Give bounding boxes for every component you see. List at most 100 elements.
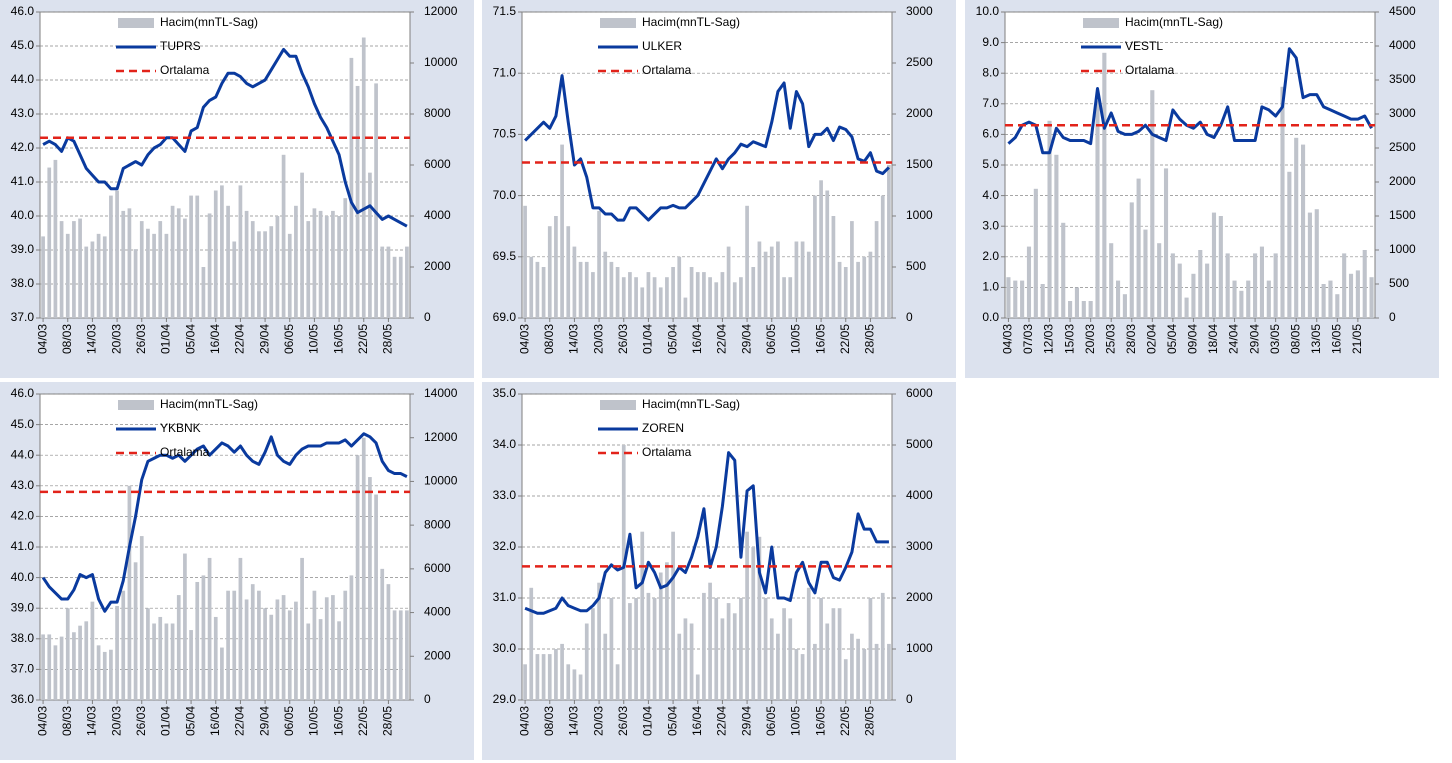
volume-bar bbox=[343, 590, 348, 700]
volume-bar bbox=[1328, 280, 1333, 318]
volume-bar bbox=[1369, 277, 1374, 318]
volume-bar bbox=[133, 249, 138, 318]
x-tick-label: 09/04 bbox=[1186, 324, 1200, 354]
volume-bar bbox=[294, 601, 298, 700]
volume-bar bbox=[757, 241, 762, 318]
volume-bar bbox=[671, 531, 675, 700]
volume-bar bbox=[1335, 294, 1340, 318]
y-tick-label: 38.0 bbox=[11, 276, 35, 290]
volume-bar bbox=[201, 267, 206, 318]
x-tick-label: 22/04 bbox=[233, 324, 247, 354]
volume-bar bbox=[843, 659, 848, 700]
volume-bar bbox=[720, 618, 725, 700]
y-tick-label: 37.0 bbox=[11, 662, 35, 676]
y2-tick-label: 4000 bbox=[1389, 38, 1416, 52]
x-tick-label: 26/03 bbox=[134, 706, 148, 736]
volume-bar bbox=[683, 618, 688, 700]
y-tick-label: 41.0 bbox=[11, 174, 35, 188]
x-tick-label: 04/03 bbox=[35, 324, 49, 354]
x-tick-label: 20/03 bbox=[591, 706, 605, 736]
volume-bar bbox=[269, 614, 274, 700]
volume-bar bbox=[59, 221, 64, 318]
x-tick-label: 24/04 bbox=[1227, 324, 1241, 354]
volume-bar bbox=[232, 590, 237, 700]
volume-bar bbox=[331, 595, 335, 700]
y2-tick-label: 1500 bbox=[1389, 208, 1416, 222]
volume-bar bbox=[1301, 144, 1306, 318]
volume-bar bbox=[84, 246, 89, 318]
x-tick-label: 14/03 bbox=[567, 324, 581, 354]
volume-bar bbox=[819, 180, 823, 318]
y2-tick-label: 3000 bbox=[1389, 106, 1416, 120]
volume-bar bbox=[819, 598, 823, 700]
volume-bar bbox=[554, 649, 558, 700]
volume-bar bbox=[392, 256, 397, 318]
x-tick-label: 28/05 bbox=[863, 324, 877, 354]
volume-bar bbox=[213, 190, 218, 318]
y-tick-label: 44.0 bbox=[11, 447, 35, 461]
y-tick-label: 69.5 bbox=[493, 249, 517, 263]
volume-bar bbox=[1314, 209, 1319, 318]
x-tick-label: 22/05 bbox=[356, 324, 370, 354]
volume-bar bbox=[1061, 222, 1066, 318]
x-tick-label: 25/03 bbox=[1103, 324, 1117, 354]
x-tick-label: 22/04 bbox=[715, 324, 729, 354]
y2-tick-label: 4000 bbox=[906, 488, 933, 502]
y2-tick-label: 2500 bbox=[1389, 140, 1416, 154]
x-tick-label: 28/05 bbox=[863, 706, 877, 736]
y2-tick-label: 1000 bbox=[906, 641, 933, 655]
legend-label: VESTL bbox=[1125, 39, 1163, 53]
volume-bar bbox=[1157, 243, 1162, 318]
y2-tick-label: 0 bbox=[1389, 310, 1396, 324]
x-tick-label: 22/04 bbox=[233, 706, 247, 736]
volume-bar bbox=[398, 610, 403, 700]
x-tick-label: 08/03 bbox=[60, 706, 74, 736]
volume-bar bbox=[380, 568, 385, 700]
volume-bar bbox=[584, 623, 589, 700]
volume-bar bbox=[355, 455, 360, 700]
y-tick-label: 10.0 bbox=[976, 4, 1000, 18]
x-tick-label: 14/03 bbox=[85, 706, 99, 736]
legend-label: YKBNK bbox=[160, 421, 201, 435]
volume-bar bbox=[714, 598, 719, 700]
volume-bar bbox=[535, 261, 540, 318]
volume-bar bbox=[312, 208, 317, 318]
volume-bar bbox=[732, 282, 737, 318]
volume-bar bbox=[714, 282, 719, 318]
volume-bar bbox=[1321, 284, 1326, 318]
volume-bar bbox=[862, 256, 867, 318]
volume-bar bbox=[1033, 188, 1038, 318]
volume-bar bbox=[603, 633, 608, 700]
volume-bar bbox=[263, 231, 267, 318]
volume-bar bbox=[1342, 253, 1347, 318]
volume-bar bbox=[96, 233, 101, 318]
y2-tick-label: 1000 bbox=[1389, 242, 1416, 256]
volume-bar bbox=[578, 261, 583, 318]
x-tick-label: 16/05 bbox=[331, 324, 345, 354]
volume-bar bbox=[529, 587, 534, 700]
volume-bar bbox=[1266, 280, 1271, 318]
y2-tick-label: 1000 bbox=[906, 208, 933, 222]
x-tick-label: 20/03 bbox=[591, 324, 605, 354]
volume-bar bbox=[689, 623, 694, 700]
volume-bar bbox=[776, 241, 780, 318]
x-tick-label: 05/04 bbox=[1165, 324, 1179, 354]
y-tick-label: 9.0 bbox=[982, 35, 999, 49]
y-tick-label: 43.0 bbox=[11, 106, 35, 120]
volume-bar bbox=[609, 261, 614, 318]
x-tick-label: 29/04 bbox=[257, 706, 271, 736]
y-tick-label: 46.0 bbox=[11, 386, 35, 400]
volume-bar bbox=[572, 246, 577, 318]
volume-bar bbox=[386, 246, 391, 318]
volume-bar bbox=[244, 210, 249, 318]
volume-bar bbox=[306, 221, 311, 318]
volume-bar bbox=[788, 277, 793, 318]
volume-bar bbox=[53, 645, 58, 700]
volume-bar bbox=[868, 598, 873, 700]
volume-bar bbox=[566, 664, 571, 700]
y2-tick-label: 500 bbox=[906, 259, 926, 273]
y-tick-label: 37.0 bbox=[11, 310, 35, 324]
volume-bar bbox=[343, 198, 348, 318]
volume-bar bbox=[769, 246, 774, 318]
